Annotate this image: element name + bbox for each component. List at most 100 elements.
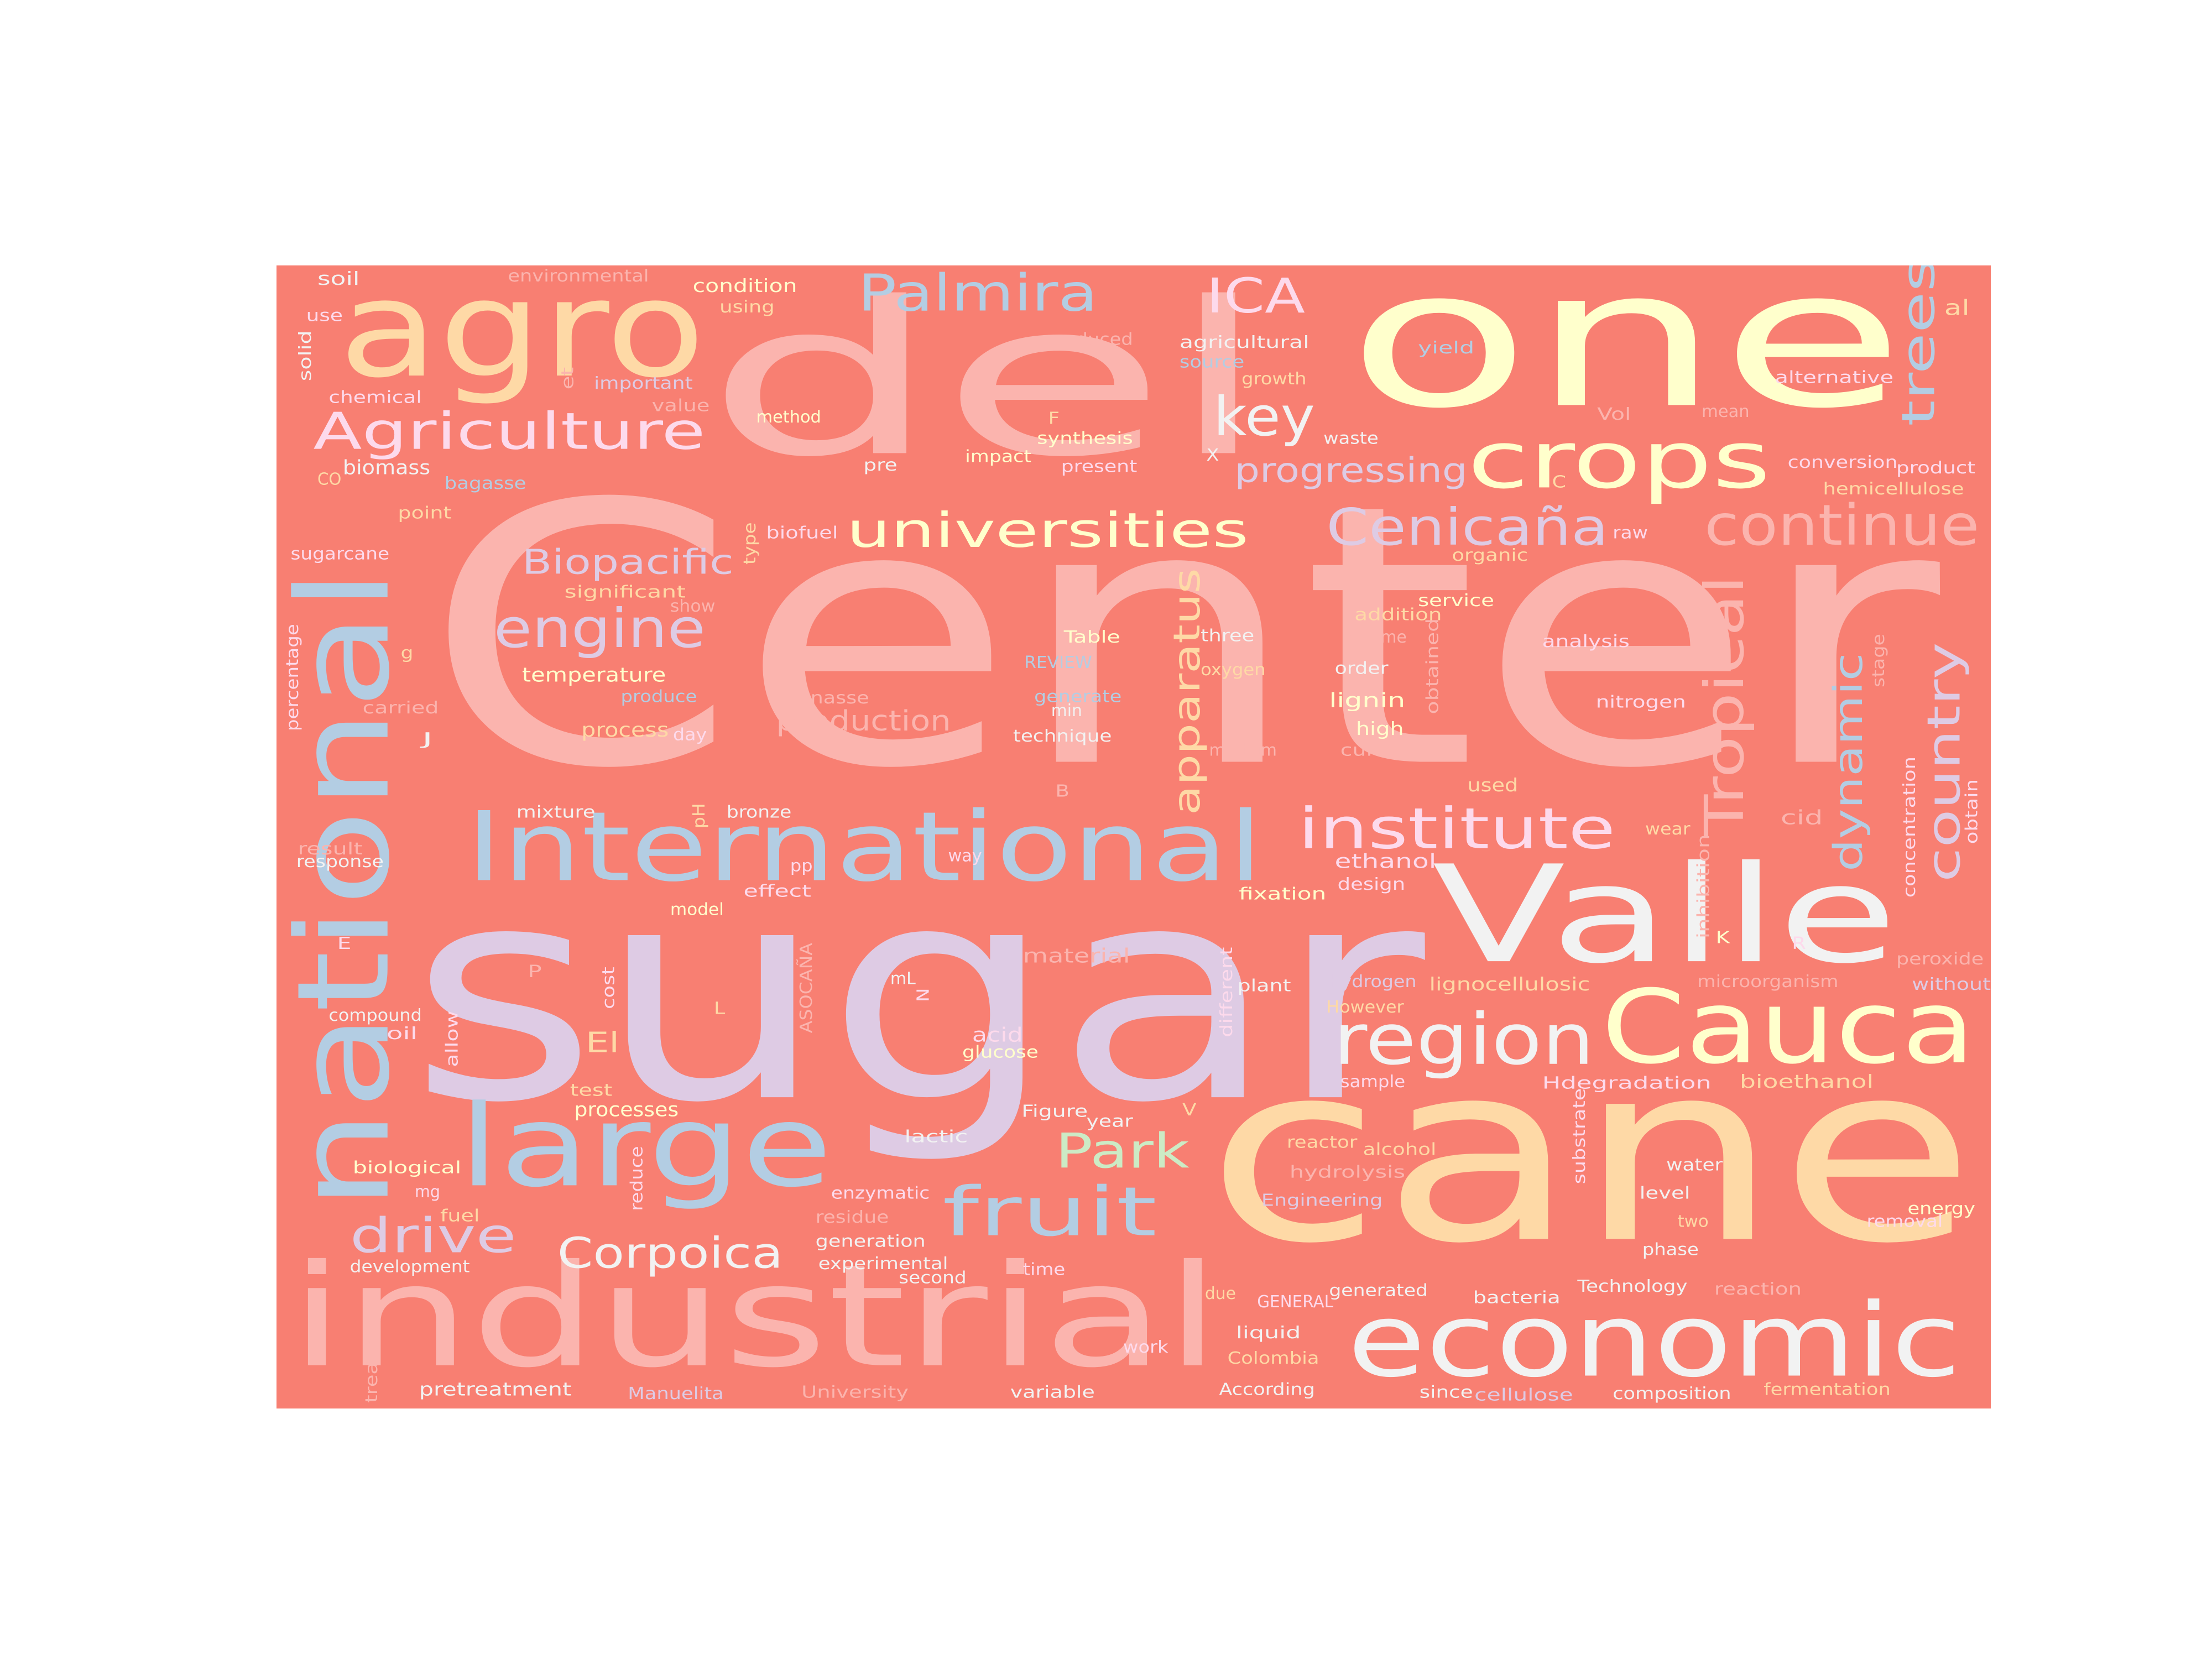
word-biomass: biomass — [343, 456, 430, 479]
word-solid: solid — [296, 330, 315, 381]
word-service: service — [1418, 591, 1494, 611]
word-apparatus: apparatus — [1165, 568, 1208, 815]
word-ethanol: ethanol — [1335, 850, 1437, 873]
word-agricultural: agricultural — [1180, 333, 1310, 352]
word-b: B — [1055, 781, 1070, 801]
word-economic: economic — [1348, 1282, 1961, 1400]
word-obtain: obtain — [1962, 779, 1981, 844]
word-sugar: sugar — [409, 823, 1429, 1167]
word-international: International — [466, 791, 1263, 902]
word-material: material — [1023, 945, 1130, 967]
word-manuelita: Manuelita — [628, 1384, 723, 1404]
word-generation: generation — [816, 1232, 926, 1251]
word-region: region — [1333, 999, 1594, 1081]
word-effect: effect — [744, 882, 811, 901]
word-glucose: glucose — [962, 1042, 1039, 1062]
word-show: show — [670, 597, 716, 616]
word-without: without — [1912, 975, 1991, 994]
word-bacteria: bacteria — [1473, 1288, 1561, 1307]
word-general: GENERAL — [1257, 1292, 1333, 1312]
word-wear: wear — [1645, 820, 1691, 839]
word-bronze: bronze — [727, 803, 791, 822]
word-co: CO — [317, 469, 341, 489]
word-engine: engine — [494, 597, 706, 660]
word-mean: mean — [1702, 402, 1750, 421]
word-water: water — [1666, 1156, 1723, 1175]
word-colombia: Colombia — [1228, 1349, 1319, 1368]
word-stage: stage — [1869, 634, 1888, 687]
word-pre: pre — [863, 456, 897, 475]
word-method: method — [756, 408, 821, 427]
word-bioethanol: bioethanol — [1740, 1071, 1874, 1092]
word-palmira: Palmira — [858, 265, 1098, 323]
word-high: high — [1356, 718, 1404, 739]
word-different: different — [1217, 947, 1237, 1037]
word-generate: generate — [1034, 687, 1121, 706]
word-chemical: chemical — [328, 388, 421, 407]
word-cid: cid — [1781, 806, 1823, 829]
word-dynamic: dynamic — [1825, 653, 1871, 872]
word-large: large — [458, 1081, 832, 1212]
word-condition: condition — [693, 275, 797, 296]
word-treatment: treatment — [362, 1301, 382, 1403]
word-way: way — [948, 847, 982, 866]
word-response: response — [296, 852, 384, 872]
word-biological: biological — [353, 1159, 461, 1178]
word-however: However — [1326, 998, 1404, 1017]
word-key: key — [1213, 385, 1315, 448]
word-agriculture: Agriculture — [313, 402, 705, 461]
word-present: present — [1061, 457, 1138, 476]
word-point: point — [398, 504, 451, 523]
word-mg: mg — [415, 1182, 440, 1202]
word-park: Park — [1055, 1124, 1189, 1180]
word-produced: produced — [1046, 330, 1133, 349]
word-since: since — [1420, 1383, 1473, 1402]
word-process: process — [581, 719, 669, 742]
word-p: P — [528, 962, 542, 982]
word-product: product — [1896, 458, 1975, 478]
word-universities: universities — [847, 503, 1249, 559]
word-second: second — [899, 1269, 966, 1288]
word-continue: continue — [1704, 493, 1980, 559]
word-conversion: conversion — [1788, 453, 1898, 472]
word-environmental: environmental — [508, 267, 649, 286]
word-l: L — [714, 999, 725, 1018]
word-national: national — [276, 568, 418, 1210]
word-substrate: substrate — [1570, 1088, 1589, 1185]
word-significant: significant — [564, 583, 685, 602]
word-due: due — [1205, 1284, 1236, 1303]
word-ph: pH — [690, 803, 709, 828]
word-x: X — [1206, 446, 1219, 465]
word-vol: Vol — [1597, 405, 1631, 424]
word-al: al — [1944, 296, 1970, 321]
word-c: C — [1552, 472, 1567, 492]
word-asocana: ASOCAÑA — [796, 943, 816, 1033]
word-technique: technique — [1013, 727, 1112, 746]
word-raw: raw — [1613, 523, 1648, 542]
word-lignocellulosic: lignocellulosic — [1430, 973, 1590, 995]
word-reactor: reactor — [1287, 1133, 1358, 1152]
word-progressing: progressing — [1234, 451, 1467, 491]
word-e: E — [337, 934, 352, 953]
word-production: production — [776, 705, 951, 738]
word-hydrogen: hydrogen — [1329, 972, 1416, 992]
word-figure: Figure — [1021, 1102, 1088, 1121]
word-cost: cost — [599, 967, 619, 1009]
word-hydrolysis: hydrolysis — [1290, 1162, 1405, 1182]
word-pretreatment: pretreatment — [419, 1378, 572, 1400]
word-yield: yield — [1418, 338, 1474, 358]
word-liquid: liquid — [1236, 1323, 1301, 1343]
word-v: V — [1182, 1100, 1197, 1120]
word-del: del — [706, 265, 1270, 503]
word-sugarcane: sugarcane — [291, 545, 390, 564]
word-produce: produce — [621, 687, 697, 706]
word-addition: addition — [1354, 605, 1442, 624]
word-min: min — [1051, 701, 1082, 721]
word-organic: organic — [1452, 546, 1528, 565]
word-impact: impact — [965, 447, 1031, 467]
word-ml: mL — [890, 969, 916, 989]
word-one: one — [1348, 265, 1905, 450]
word-ica: ICA — [1206, 268, 1305, 324]
word-experimental: experimental — [818, 1254, 948, 1274]
